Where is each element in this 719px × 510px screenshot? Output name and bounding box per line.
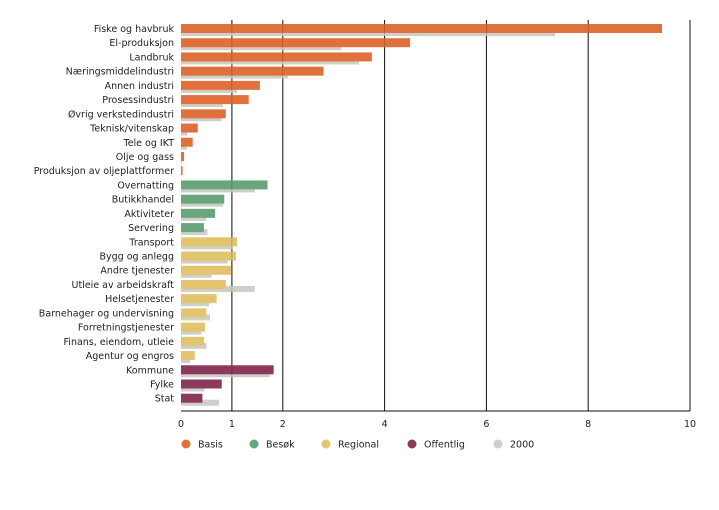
bar-besøk [181,180,268,190]
x-tick-label: 2 [280,419,286,430]
bar-besøk [181,194,225,204]
x-tick-label: 8 [585,419,591,430]
legend-marker [407,439,417,449]
category-label: Overnatting [117,180,174,191]
labels-layer: Fiske og havbruk El-produksjon Landbruk Nær… [34,24,175,405]
x-tick-label: 0 [178,419,184,430]
bars-layer [181,24,663,406]
legend-marker [181,439,191,449]
bar-regional [181,294,217,304]
x-tick-label: 6 [483,419,489,430]
category-label: Prosessindustri [102,95,174,106]
category-label: Fiske og havbruk [94,24,175,35]
category-label: Olje og gass [116,152,174,163]
bar-basis [181,80,260,90]
bar-offentlig [181,379,222,389]
category-label: Barnehager og undervisning [39,308,174,319]
category-label: Utleie av arbeidskraft [72,280,175,291]
x-tick-label: 10 [684,419,696,430]
bar-basis [181,109,226,119]
bar-basis [181,52,372,62]
legend-label: Offentlig [424,440,465,451]
legend-marker [249,439,259,449]
bar-regional [181,336,204,346]
category-label: Aktiviteter [124,209,174,220]
bar-regional [181,251,236,261]
bar-basis [181,95,249,105]
grid-layer [231,20,691,411]
bar-regional [181,351,195,361]
legend-layer: Basis Besøk Regional Offentlig 2000 [181,439,534,451]
bar-regional [181,237,237,247]
bar-regional [181,322,205,332]
x-tick-label: 4 [382,419,388,430]
category-label: Andre tjenester [100,266,174,277]
bar-basis [181,137,193,147]
legend-marker [493,439,503,449]
bar-basis [181,151,185,161]
category-label: Finans, eiendom, utleie [64,337,175,348]
category-label: Næringsmiddelindustri [66,67,174,78]
bar-basis [181,166,183,176]
bar-offentlig [181,393,203,403]
category-label: Agentur og engros [86,351,174,362]
bar-2000 [181,58,360,65]
category-label: Teknisk/vitenskap [89,124,174,135]
category-label: El-produksjon [109,38,174,49]
axis-layer: 0 1 2 4 6 8 10 [178,410,696,430]
bar-regional [181,279,226,289]
category-label: Forretningstjenester [78,323,174,334]
category-label: Fylke [150,380,174,391]
bar-basis [181,38,411,48]
bar-besøk [181,223,204,233]
legend-label: Regional [338,440,379,451]
category-label: Produksjon av oljeplattformer [34,166,174,177]
category-label: Annen industri [105,81,174,92]
category-label: Tele og IKT [123,138,175,149]
category-label: Øvrig verkstedindustri [68,109,174,120]
bar-regional [181,308,207,318]
legend-label: Basis [198,440,223,451]
bar-regional [181,265,231,275]
bar-besøk [181,208,216,218]
legend-label: Besøk [266,440,295,451]
category-label: Butikkhandel [112,195,174,206]
category-label: Transport [128,237,174,248]
category-label: Kommune [126,365,174,376]
category-label: Helsetjenester [105,294,174,305]
category-label: Landbruk [129,52,174,63]
legend-label: 2000 [510,440,534,451]
category-label: Servering [128,223,174,234]
bar-offentlig [181,365,274,375]
x-tick-label: 1 [229,419,235,430]
bar-basis [181,66,324,76]
bar-basis [181,123,198,133]
category-label: Stat [155,394,175,405]
category-label: Bygg og anlegg [100,252,174,263]
legend-marker [321,439,331,449]
bar-basis [181,24,663,33]
